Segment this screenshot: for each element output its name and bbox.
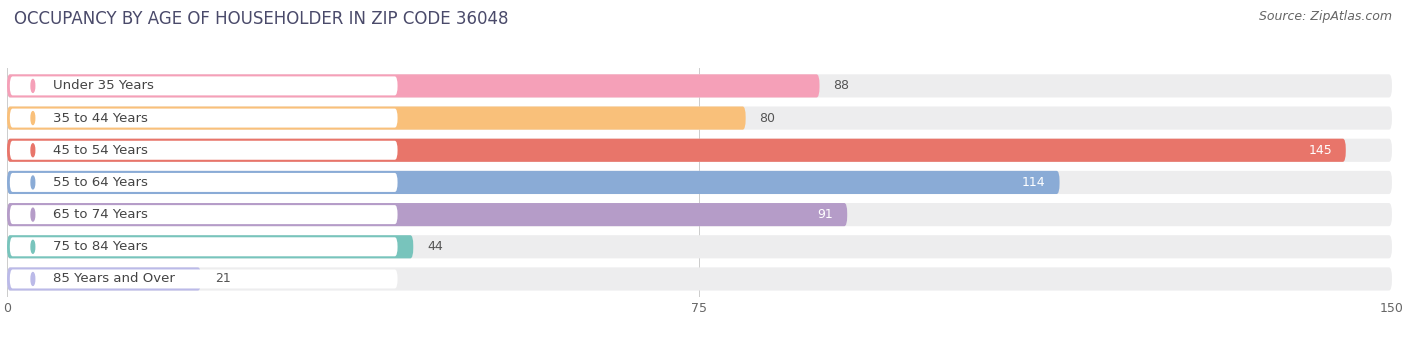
- FancyBboxPatch shape: [7, 106, 745, 130]
- FancyBboxPatch shape: [7, 139, 1392, 162]
- FancyBboxPatch shape: [10, 173, 398, 192]
- Circle shape: [31, 240, 35, 253]
- FancyBboxPatch shape: [10, 141, 398, 160]
- FancyBboxPatch shape: [7, 267, 1392, 291]
- Text: 114: 114: [1022, 176, 1046, 189]
- Text: 75 to 84 Years: 75 to 84 Years: [53, 240, 148, 253]
- Text: 45 to 54 Years: 45 to 54 Years: [53, 144, 148, 157]
- Circle shape: [31, 272, 35, 285]
- FancyBboxPatch shape: [7, 203, 848, 226]
- Text: 21: 21: [215, 272, 231, 285]
- FancyBboxPatch shape: [7, 171, 1060, 194]
- Text: OCCUPANCY BY AGE OF HOUSEHOLDER IN ZIP CODE 36048: OCCUPANCY BY AGE OF HOUSEHOLDER IN ZIP C…: [14, 10, 509, 28]
- Circle shape: [31, 144, 35, 157]
- Text: Under 35 Years: Under 35 Years: [53, 79, 155, 92]
- Text: Source: ZipAtlas.com: Source: ZipAtlas.com: [1258, 10, 1392, 23]
- FancyBboxPatch shape: [7, 267, 201, 291]
- Circle shape: [31, 112, 35, 124]
- Circle shape: [31, 208, 35, 221]
- FancyBboxPatch shape: [10, 269, 398, 288]
- Text: 80: 80: [759, 112, 776, 124]
- FancyBboxPatch shape: [7, 106, 1392, 130]
- FancyBboxPatch shape: [7, 74, 1392, 98]
- FancyBboxPatch shape: [7, 139, 1346, 162]
- FancyBboxPatch shape: [7, 74, 820, 98]
- FancyBboxPatch shape: [10, 205, 398, 224]
- FancyBboxPatch shape: [10, 237, 398, 256]
- Circle shape: [31, 79, 35, 92]
- Circle shape: [31, 176, 35, 189]
- FancyBboxPatch shape: [10, 108, 398, 128]
- Text: 35 to 44 Years: 35 to 44 Years: [53, 112, 148, 124]
- FancyBboxPatch shape: [7, 235, 1392, 258]
- Text: 91: 91: [818, 208, 834, 221]
- Text: 65 to 74 Years: 65 to 74 Years: [53, 208, 148, 221]
- FancyBboxPatch shape: [10, 76, 398, 95]
- Text: 88: 88: [834, 79, 849, 92]
- FancyBboxPatch shape: [7, 235, 413, 258]
- FancyBboxPatch shape: [7, 171, 1392, 194]
- FancyBboxPatch shape: [7, 203, 1392, 226]
- Text: 55 to 64 Years: 55 to 64 Years: [53, 176, 148, 189]
- Text: 145: 145: [1308, 144, 1331, 157]
- Text: 44: 44: [427, 240, 443, 253]
- Text: 85 Years and Over: 85 Years and Over: [53, 272, 176, 285]
